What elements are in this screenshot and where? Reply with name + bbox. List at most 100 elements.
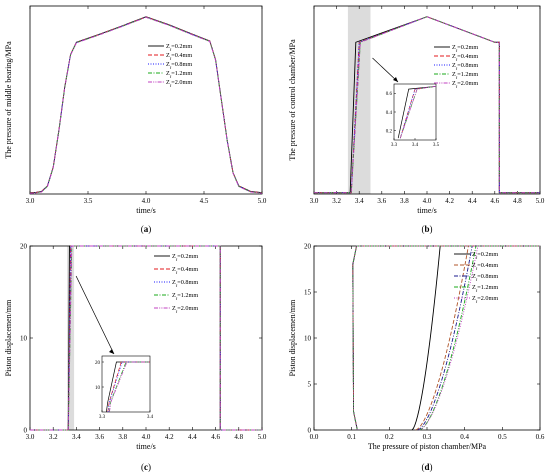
x-tick-label: 4.0: [142, 433, 151, 441]
legend-entry: Zf=2.0mm: [472, 295, 498, 304]
x-tick-label: 0.2: [385, 433, 394, 441]
panel-c: 3.0 3.2 3.4 3.6 3.8 4.0 4.2 4.4 4.6 4.8 5.0 0 10 20 3.…: [4, 243, 267, 473]
x-axis-label: time/s: [136, 442, 156, 451]
y-tick-label: 20: [20, 243, 28, 251]
series-curve-line: [411, 245, 441, 431]
x-tick-label: 4.4: [468, 197, 477, 205]
x-tick-label: 3.6: [95, 433, 104, 441]
y-tick-label: 15: [304, 289, 312, 297]
legend-entry: Zf=0.2mm: [472, 251, 498, 260]
inset-x-tick-label: 3.3: [99, 415, 106, 420]
y-axis-label: Piston displacemen/mm: [4, 299, 13, 376]
legend-entry: Zf=0.8mm: [166, 61, 192, 70]
y-tick-label: 0: [308, 427, 312, 435]
plot-frame: [313, 245, 541, 431]
inset-series-line: [109, 361, 150, 413]
y-axis-label: The pressure of control chamber/MPa: [288, 39, 297, 161]
inset-series-line: [399, 85, 437, 139]
panel-caption: (d): [421, 462, 432, 472]
series-line: [29, 16, 263, 194]
legend-entry: Zf=0.4mm: [472, 262, 498, 271]
x-axis-label: time/s: [136, 206, 156, 215]
series-line: [30, 245, 262, 431]
x-tick-label: 3.0: [310, 197, 319, 205]
inset-series-line: [108, 361, 150, 413]
callout-arrow: [75, 275, 115, 355]
highlight-region: [67, 246, 75, 430]
legend-entry: Zf=1.2mm: [166, 70, 192, 79]
x-tick-label: 4.4: [188, 433, 197, 441]
series-line: [29, 16, 263, 194]
panel-a: 3.0 3.5 4.0 4.5 5.0Zf=0.2mmZf=0.4mmZf=0.8mmZ…: [4, 5, 267, 234]
y-axis-label: The pressure of middle bearing/MPa: [4, 41, 13, 159]
x-tick-label: 3.6: [377, 197, 386, 205]
legend-entry: Zf=0.2mm: [166, 43, 192, 52]
y-tick-label: 10: [304, 335, 312, 343]
inset-y-tick-label: 10: [95, 386, 101, 391]
x-tick-label: 5.0: [258, 433, 267, 441]
panel-caption: (c): [141, 462, 151, 472]
series-line: [29, 16, 263, 194]
series-return-line: [352, 245, 358, 431]
y-tick-label: 5: [308, 381, 312, 389]
panel-caption: (b): [421, 224, 432, 234]
callout-arrowhead: [393, 77, 398, 82]
legend-entry: Zf=1.2mm: [472, 284, 498, 293]
x-tick-label: 3.5: [84, 197, 93, 205]
callout-arrow: [372, 57, 399, 83]
x-tick-label: 3.8: [400, 197, 409, 205]
series-curve-line: [415, 245, 469, 431]
legend-entry: Zf=1.2mm: [172, 292, 198, 301]
legend-entry: Zf=2.0mm: [166, 79, 192, 88]
series-curve-line: [417, 245, 473, 431]
y-tick-label: 10: [20, 335, 28, 343]
x-tick-label: 3.4: [355, 197, 364, 205]
x-tick-label: 3.8: [118, 433, 127, 441]
x-tick-label: 4.6: [490, 197, 499, 205]
x-axis-label: time/s: [417, 206, 437, 215]
inset-series-line: [107, 361, 150, 413]
x-tick-label: 3.4: [72, 433, 81, 441]
x-tick-label: 0.4: [460, 433, 469, 441]
inset-series-line: [399, 85, 437, 139]
plot-frame: [29, 5, 263, 195]
inset-frame: [393, 83, 437, 141]
legend-entry: Zf=0.4mm: [452, 53, 478, 62]
series-line: [314, 16, 540, 194]
panel-b: 3.0 3.2 3.4 3.6 3.8 4.0 4.2 4.4 4.6 4.8 5.0 3.3 3.4 3…: [288, 5, 545, 234]
legend-entry: Zf=1.2mm: [452, 71, 478, 80]
x-tick-label: 0.1: [347, 433, 356, 441]
x-tick-label: 5.0: [258, 197, 267, 205]
legend-entry: Zf=0.4mm: [166, 52, 192, 61]
x-axis-label: The pressure of piston chamber/MPa: [368, 442, 487, 451]
inset-x-tick-label: 3.3: [391, 143, 398, 148]
legend-entry: Zf=0.4mm: [172, 266, 198, 275]
legend-entry: Zf=2.0mm: [172, 305, 198, 314]
x-tick-label: 4.5: [200, 197, 209, 205]
inset-y-tick-label: 0.6: [386, 92, 393, 97]
series-line: [30, 245, 262, 431]
inset-series-line: [399, 85, 437, 139]
x-tick-label: 3.0: [26, 433, 35, 441]
x-tick-label: 4.8: [513, 197, 522, 205]
x-tick-label: 3.0: [26, 197, 35, 205]
inset-x-tick-label: 3.5: [433, 143, 440, 148]
x-tick-label: 4.6: [211, 433, 220, 441]
x-tick-label: 3.2: [49, 433, 58, 441]
legend-entry: Zf=0.8mm: [472, 273, 498, 282]
inset-y-tick-label: 20: [95, 361, 101, 366]
x-tick-label: 4.2: [445, 197, 454, 205]
y-tick-label: 0: [24, 427, 28, 435]
inset-x-tick-label: 3.4: [147, 415, 154, 420]
x-tick-label: 0.6: [536, 433, 545, 441]
x-tick-label: 4.8: [234, 433, 243, 441]
series-line: [29, 16, 263, 194]
x-tick-label: 0.5: [498, 433, 507, 441]
x-tick-label: 4.2: [165, 433, 174, 441]
x-tick-label: 4.0: [142, 197, 151, 205]
y-tick-label: 20: [304, 243, 312, 251]
legend-entry: Zf=0.2mm: [172, 253, 198, 262]
x-tick-label: 0.3: [423, 433, 432, 441]
panel-caption: (a): [141, 224, 152, 234]
